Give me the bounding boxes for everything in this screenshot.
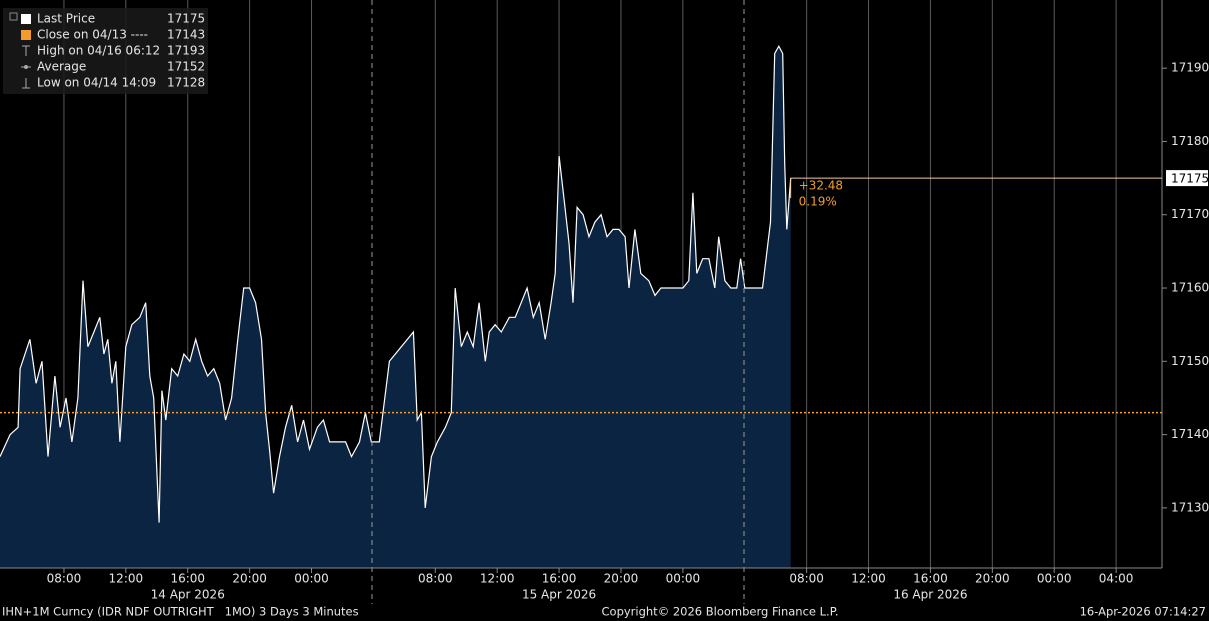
legend-swatch <box>21 30 31 40</box>
legend-box <box>3 8 208 94</box>
x-tick-label: 16:00 <box>913 572 948 586</box>
y-tick-label: 17130 <box>1171 500 1209 514</box>
legend-toggle <box>9 12 18 21</box>
y-tick-label: 17180 <box>1171 134 1209 148</box>
x-tick-label: 12:00 <box>109 572 144 586</box>
footer-copyright: Copyright© 2026 Bloomberg Finance L.P. <box>602 605 839 619</box>
x-tick-label: 16:00 <box>542 572 577 586</box>
x-tick-label: 08:00 <box>47 572 82 586</box>
change-annotation: +32.48 <box>799 179 843 193</box>
legend-value: 17128 <box>167 76 205 90</box>
footer-ticker: IHN+1M Curncy (IDR NDF OUTRIGHT 1MO) 3 D… <box>2 605 359 619</box>
legend-value: 17143 <box>167 28 205 42</box>
x-tick-label: 12:00 <box>480 572 515 586</box>
x-tick-label: 16:00 <box>170 572 205 586</box>
legend-value: 17152 <box>167 60 205 74</box>
y-tick-label: 17150 <box>1171 354 1209 368</box>
date-label: 14 Apr 2026 <box>151 588 225 602</box>
legend-value: 17175 <box>167 12 205 26</box>
date-label: 16 Apr 2026 <box>893 588 967 602</box>
x-tick-label: 00:00 <box>1037 572 1072 586</box>
legend-label: Low on 04/14 14:09 <box>37 76 156 90</box>
y-tick-label: 17160 <box>1171 281 1209 295</box>
legend-value: 17193 <box>167 44 205 58</box>
legend-icon <box>24 65 28 69</box>
x-tick-label: 08:00 <box>418 572 453 586</box>
y-tick-label: 17140 <box>1171 427 1209 441</box>
plot <box>0 44 792 568</box>
legend-label: Last Price <box>37 12 95 26</box>
x-tick-label: 00:00 <box>294 572 329 586</box>
legend-label: High on 04/16 06:12 <box>37 44 160 58</box>
x-tick-label: 08:00 <box>789 572 824 586</box>
last-price-box <box>1166 170 1208 187</box>
x-tick-label: 20:00 <box>604 572 639 586</box>
legend-label: Average <box>37 60 86 74</box>
area <box>0 46 791 568</box>
change-annotation: 0.19% <box>799 195 837 209</box>
last-price-label: 17175 <box>1171 172 1209 186</box>
x-tick-label: 12:00 <box>851 572 886 586</box>
legend-swatch <box>21 14 31 24</box>
date-label: 15 Apr 2026 <box>522 588 596 602</box>
x-tick-label: 04:00 <box>1099 572 1134 586</box>
footer-timestamp: 16-Apr-2026 07:14:27 <box>1080 605 1206 619</box>
x-tick-label: 20:00 <box>232 572 267 586</box>
overlay: 17175 +32.48 0.19% <box>0 170 1209 414</box>
x-tick-label: 20:00 <box>975 572 1010 586</box>
legend: Last Price 17175 Close on 04/13 ---- 17143 H… <box>9 12 205 90</box>
y-tick-label: 17170 <box>1171 207 1209 221</box>
y-tick-label: 17190 <box>1171 61 1209 75</box>
x-tick-label: 00:00 <box>666 572 701 586</box>
price-line <box>0 44 792 523</box>
legend-label: Close on 04/13 ---- <box>37 28 148 42</box>
